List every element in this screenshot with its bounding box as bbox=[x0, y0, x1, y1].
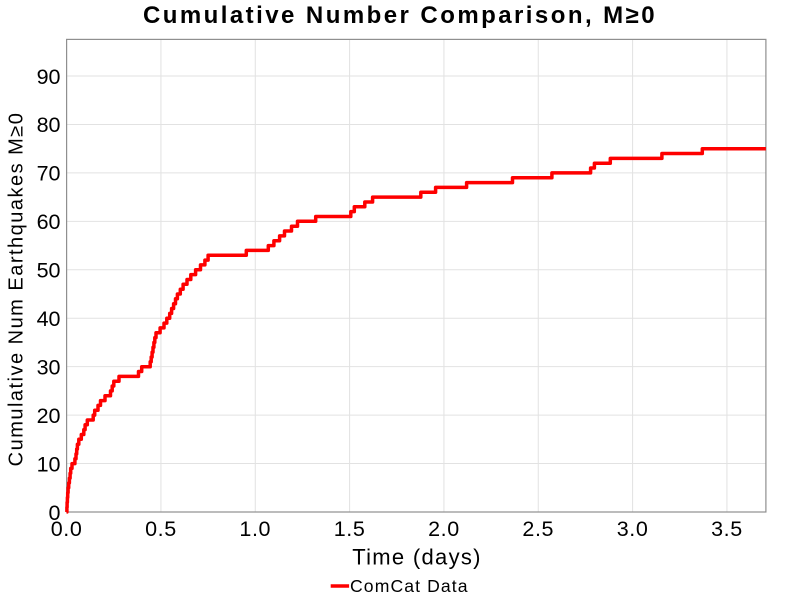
svg-text:Cumulative Number Comparison,: Cumulative Number Comparison, M≥0 bbox=[143, 2, 657, 29]
svg-text:90: 90 bbox=[37, 65, 61, 89]
svg-text:3.0: 3.0 bbox=[617, 517, 649, 541]
svg-text:40: 40 bbox=[37, 307, 61, 331]
svg-text:1.0: 1.0 bbox=[239, 517, 271, 541]
svg-text:80: 80 bbox=[37, 113, 61, 137]
svg-text:0.0: 0.0 bbox=[51, 517, 83, 541]
svg-text:30: 30 bbox=[37, 356, 61, 380]
svg-text:1.5: 1.5 bbox=[334, 517, 366, 541]
svg-text:ComCat Data: ComCat Data bbox=[350, 576, 469, 596]
svg-text:60: 60 bbox=[37, 210, 61, 234]
svg-text:Time (days): Time (days) bbox=[352, 545, 482, 570]
svg-text:50: 50 bbox=[37, 259, 61, 283]
svg-text:20: 20 bbox=[37, 404, 61, 428]
svg-text:10: 10 bbox=[37, 452, 61, 476]
svg-text:2.5: 2.5 bbox=[522, 517, 554, 541]
svg-text:Cumulative Num Earthquakes M≥0: Cumulative Num Earthquakes M≥0 bbox=[6, 112, 28, 467]
svg-text:70: 70 bbox=[37, 162, 61, 186]
svg-text:2.0: 2.0 bbox=[428, 517, 460, 541]
svg-text:0.5: 0.5 bbox=[145, 517, 177, 541]
svg-text:3.5: 3.5 bbox=[711, 517, 743, 541]
svg-text:0: 0 bbox=[49, 501, 61, 525]
